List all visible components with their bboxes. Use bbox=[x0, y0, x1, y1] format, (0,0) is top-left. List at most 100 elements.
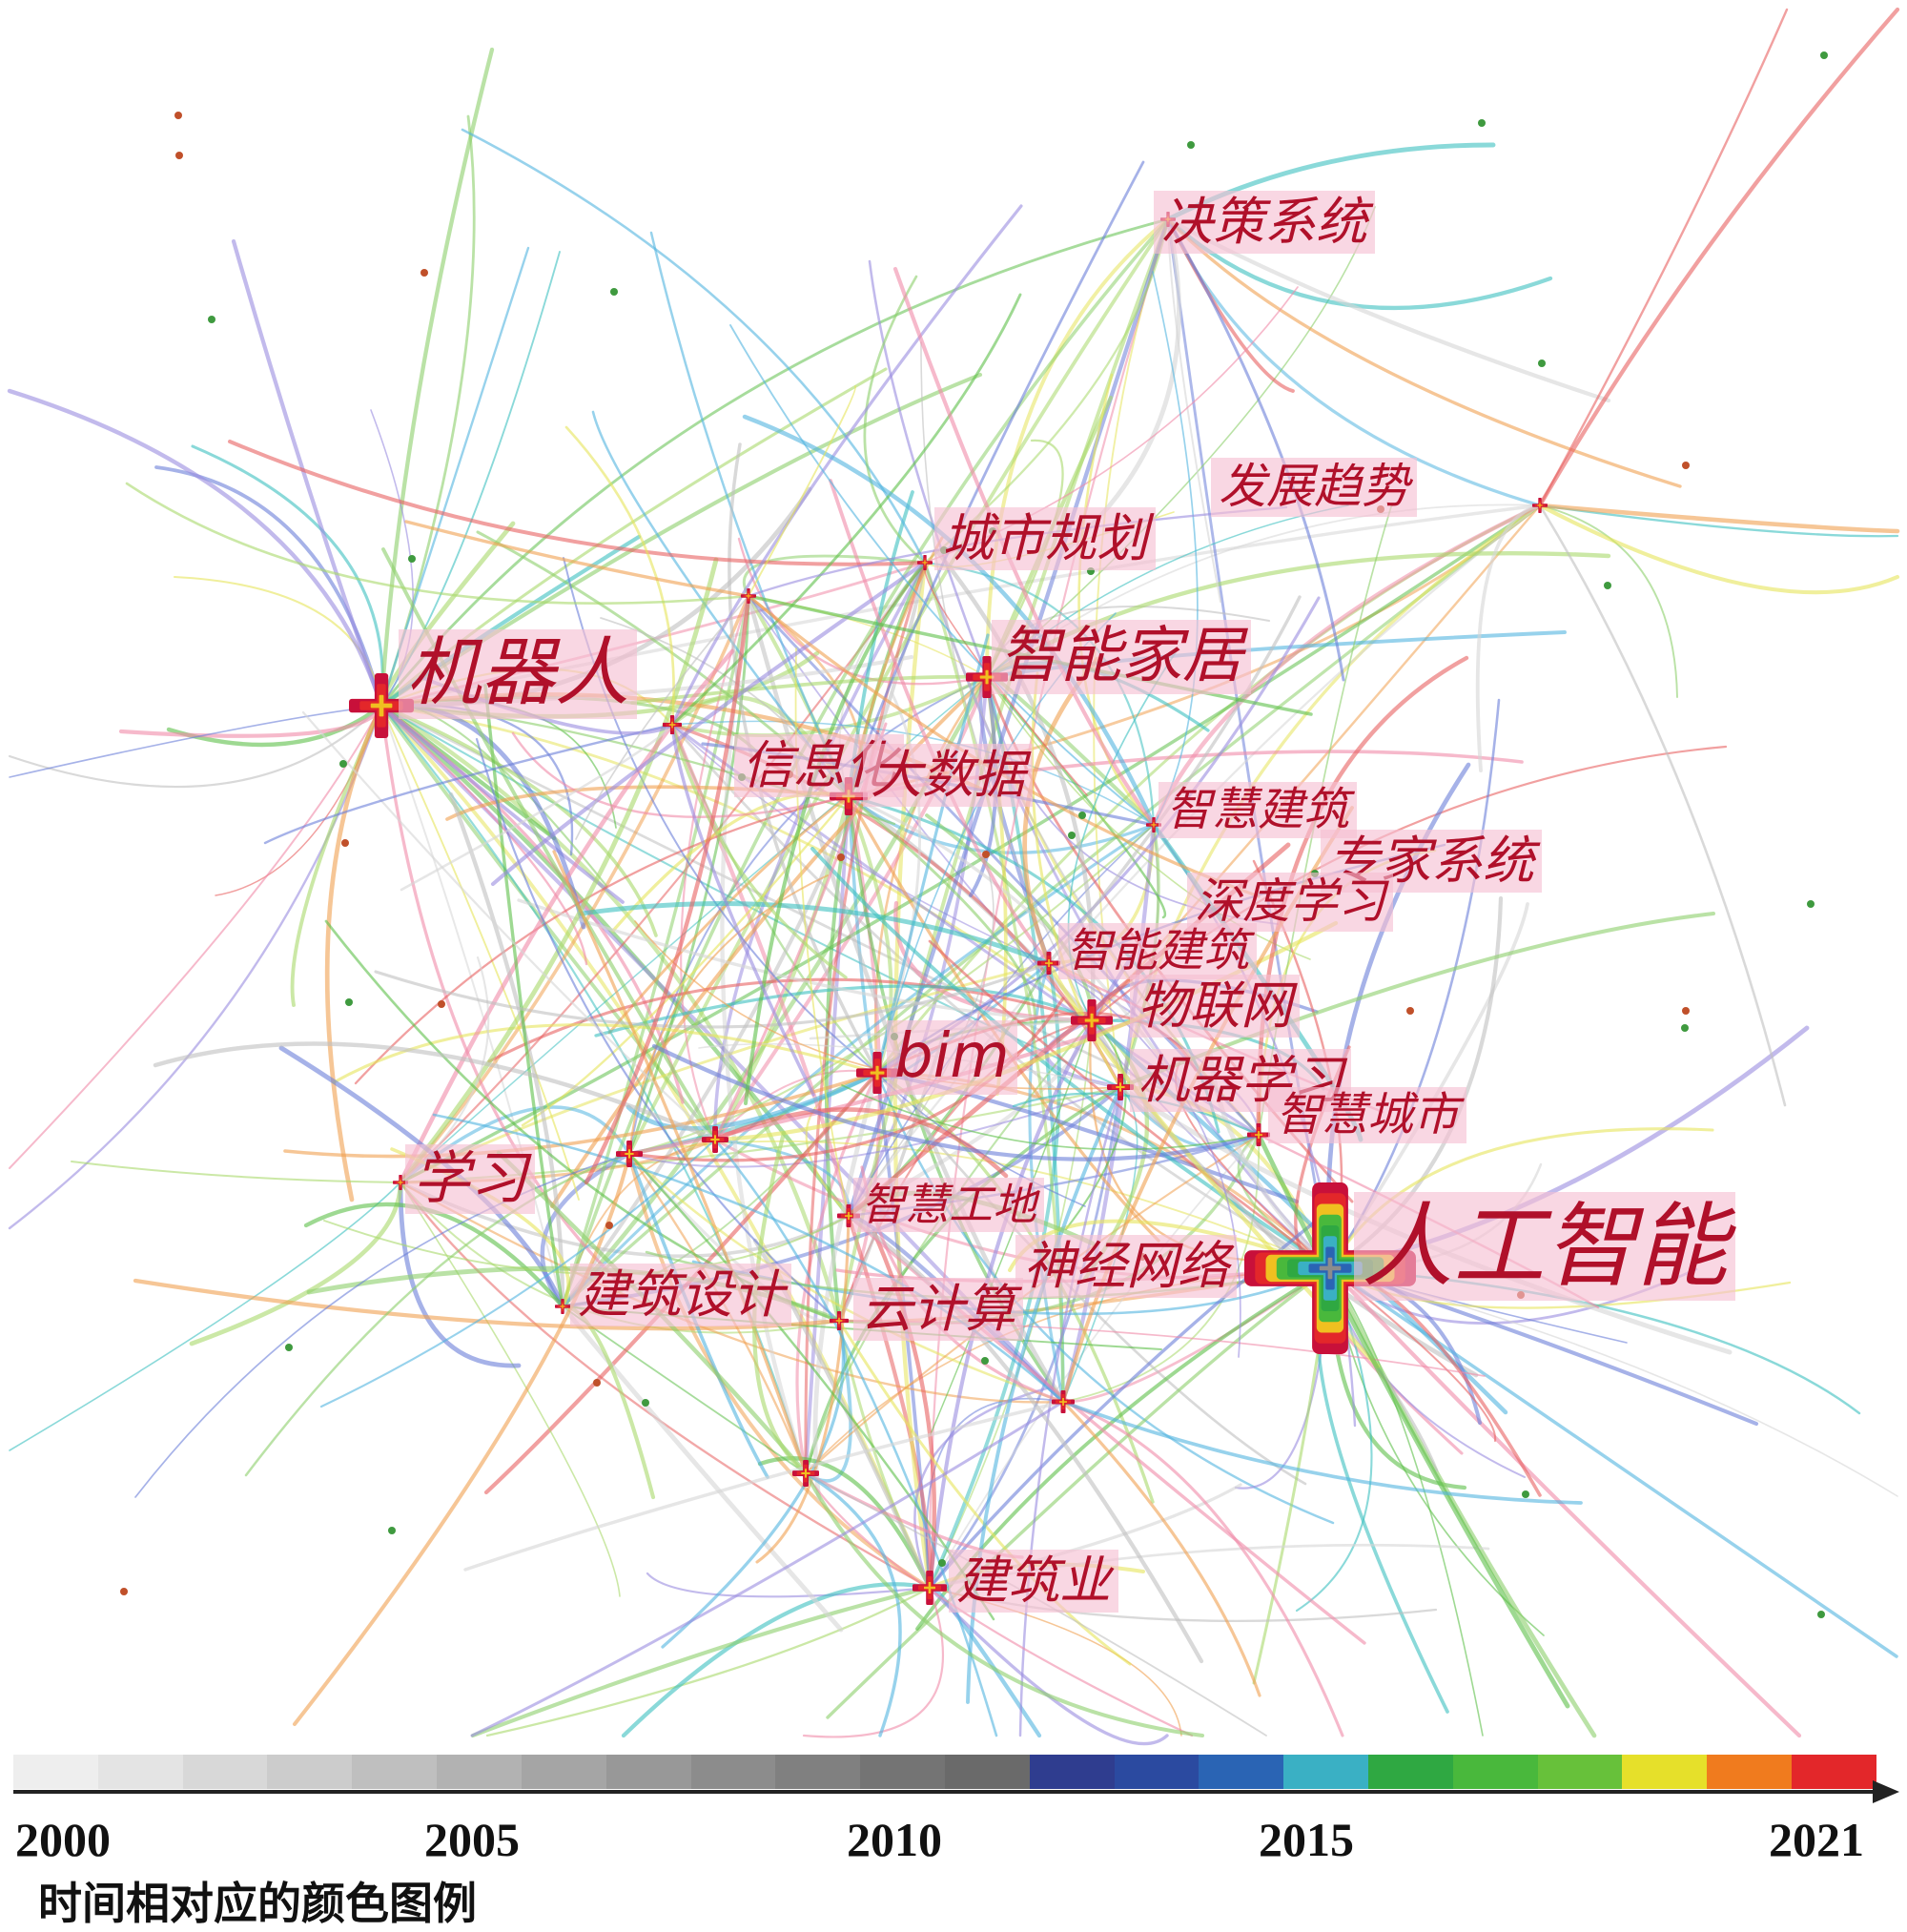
legend-swatch-19 bbox=[1537, 1755, 1623, 1789]
network-edge bbox=[1538, 8, 1789, 507]
network-edge bbox=[398, 1180, 522, 1368]
network-edge bbox=[748, 385, 857, 597]
network-edge bbox=[485, 1586, 932, 1737]
legend-swatch-2 bbox=[97, 1755, 183, 1789]
keyword-label-shenjing: 神经网络 bbox=[1015, 1235, 1237, 1299]
network-edge bbox=[729, 324, 1155, 826]
keyword-node-marker bbox=[1107, 1074, 1134, 1100]
keyword-node-marker bbox=[393, 1175, 408, 1190]
network-edge bbox=[713, 1138, 851, 1218]
network-node bbox=[1682, 462, 1690, 469]
network-edge bbox=[1018, 1085, 1122, 1737]
year-label-2005: 2005 bbox=[424, 1813, 520, 1866]
network-node bbox=[1187, 141, 1195, 149]
keyword-node-marker bbox=[349, 673, 414, 738]
keyword-node-marker bbox=[792, 1460, 819, 1487]
network-edge bbox=[649, 231, 851, 798]
legend-swatch-7 bbox=[521, 1755, 606, 1789]
keyword-label-zhihuijianzhu: 智慧建筑 bbox=[1159, 782, 1358, 839]
network-edge bbox=[7, 388, 384, 709]
timeline-axis bbox=[13, 1790, 1876, 1794]
network-edge bbox=[671, 720, 1155, 826]
network-edge bbox=[1538, 504, 1899, 538]
legend-swatch-20 bbox=[1622, 1755, 1708, 1789]
network-edge bbox=[848, 862, 995, 1217]
network-node bbox=[837, 853, 845, 861]
network-edge bbox=[379, 704, 588, 966]
network-edge bbox=[400, 1182, 621, 1597]
network-edge bbox=[742, 554, 927, 598]
network-edge bbox=[804, 561, 927, 1475]
network-node bbox=[339, 760, 347, 768]
legend-swatch-21 bbox=[1707, 1755, 1793, 1789]
keyword-label-shendu: 深度学习 bbox=[1187, 873, 1393, 932]
network-edge bbox=[9, 1182, 401, 1451]
network-edge bbox=[379, 704, 808, 1475]
keyword-label-xuexi: 学习 bbox=[405, 1144, 535, 1214]
network-edge bbox=[490, 560, 928, 887]
network-edge bbox=[812, 1070, 880, 1502]
network-edge bbox=[892, 560, 933, 1591]
network-edge bbox=[400, 723, 674, 892]
network-edge bbox=[191, 444, 384, 708]
keyword-node-marker bbox=[1146, 817, 1161, 832]
network-node bbox=[1817, 1611, 1825, 1618]
network-edge bbox=[757, 1456, 933, 1591]
keyword-node-marker bbox=[1037, 952, 1060, 975]
network-edge bbox=[380, 705, 580, 1201]
year-label-2021: 2021 bbox=[1769, 1813, 1864, 1866]
network-edge bbox=[804, 1085, 1122, 1475]
network-edge bbox=[1538, 504, 1787, 1107]
network-edge bbox=[892, 266, 1157, 828]
network-edge bbox=[986, 206, 1376, 678]
network-node bbox=[1538, 360, 1546, 367]
network-edge bbox=[154, 465, 383, 708]
keyword-label-jianzhusheji: 建筑设计 bbox=[570, 1264, 791, 1327]
network-edge bbox=[1475, 504, 1542, 772]
legend-caption: 时间相对应的颜色图例 bbox=[38, 1878, 477, 1929]
keyword-network bbox=[7, 7, 1900, 1746]
network-edge bbox=[925, 813, 1094, 1022]
network-node bbox=[1807, 900, 1815, 908]
network-edge bbox=[398, 557, 719, 1185]
network-edge bbox=[1328, 1266, 1497, 1443]
network-edge bbox=[125, 482, 750, 605]
legend-swatch-13 bbox=[1029, 1755, 1115, 1789]
network-edge bbox=[332, 1023, 879, 1084]
legend-swatch-14 bbox=[1114, 1755, 1200, 1789]
keyword-node-marker bbox=[912, 1571, 947, 1605]
network-edge bbox=[1151, 503, 1543, 828]
keyword-label-zhinengjiaju: 智能家居 bbox=[992, 620, 1251, 694]
network-edge bbox=[985, 217, 1170, 679]
network-node bbox=[208, 316, 215, 323]
network-edge bbox=[986, 676, 1311, 960]
network-edge bbox=[626, 1013, 1153, 1157]
legend-swatch-16 bbox=[1283, 1755, 1368, 1789]
network-edge bbox=[470, 1400, 1065, 1737]
network-edge bbox=[621, 1582, 933, 1738]
network-edge bbox=[841, 1084, 1260, 1151]
network-edge bbox=[293, 1152, 631, 1726]
network-edge bbox=[9, 705, 382, 1169]
network-edge bbox=[802, 1586, 945, 1738]
year-label-2015: 2015 bbox=[1259, 1813, 1354, 1866]
network-edge bbox=[1062, 1134, 1261, 1403]
network-edge bbox=[319, 1138, 717, 1408]
network-node bbox=[605, 1222, 613, 1229]
keyword-node-marker bbox=[1532, 498, 1548, 513]
keyword-label-jianzhuye: 建筑业 bbox=[949, 1550, 1118, 1613]
network-edge bbox=[575, 595, 749, 840]
network-edge bbox=[166, 703, 384, 748]
network-edge bbox=[875, 1071, 1307, 1486]
network-edge bbox=[752, 1130, 809, 1476]
keyword-label-fazhan: 发展趋势 bbox=[1211, 458, 1417, 517]
network-edge bbox=[244, 1152, 631, 1477]
network-edge bbox=[928, 939, 1332, 1270]
network-edge bbox=[863, 275, 927, 565]
network-edge bbox=[463, 1400, 1065, 1572]
network-edge bbox=[475, 737, 841, 1323]
network-edge bbox=[920, 341, 1093, 1021]
network-edge bbox=[399, 561, 927, 1184]
network-edge bbox=[564, 425, 675, 727]
network-node bbox=[1522, 1490, 1529, 1498]
